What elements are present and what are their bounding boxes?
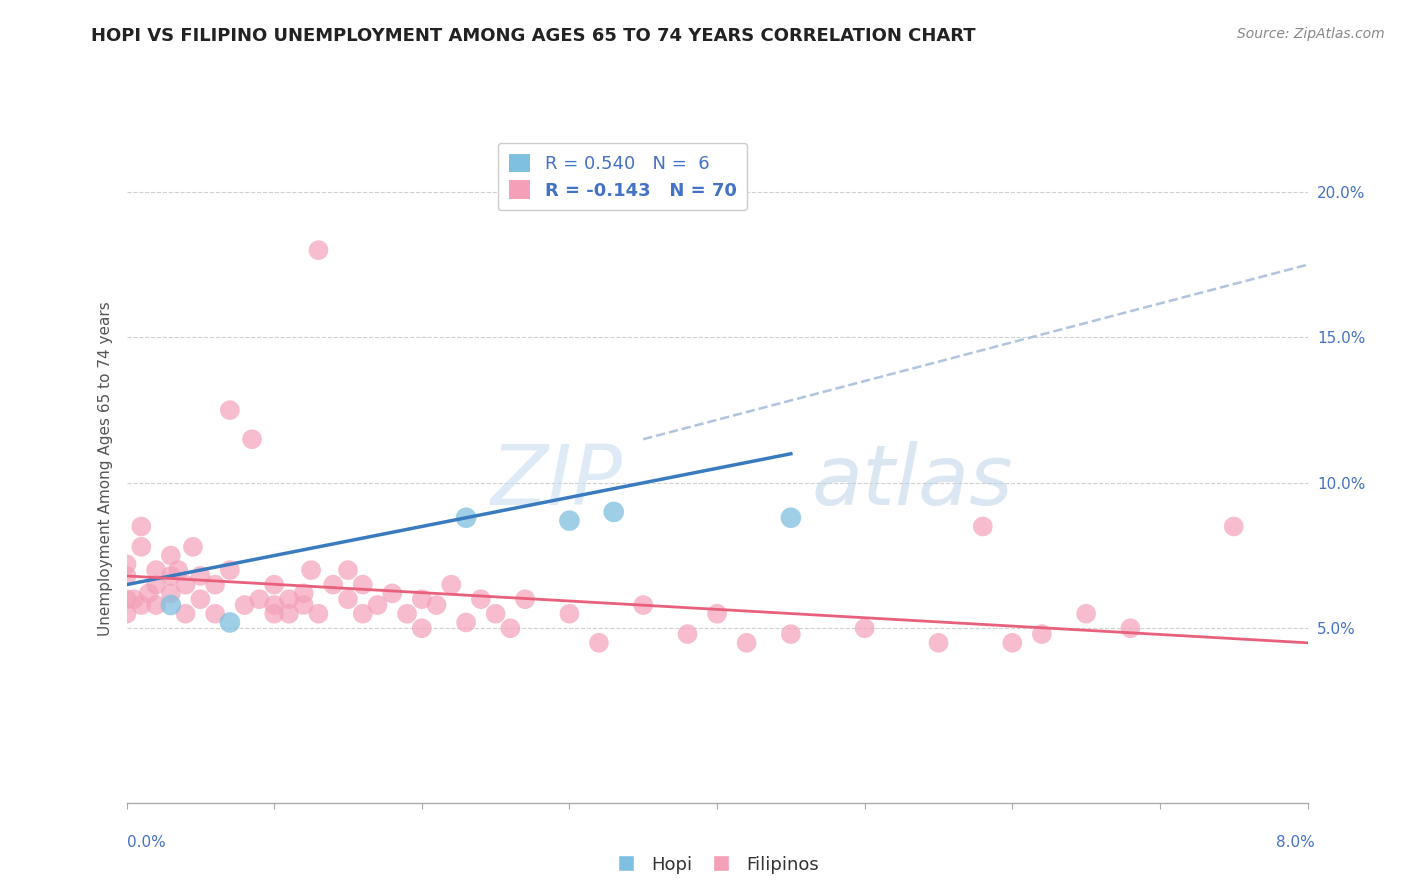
Point (188, 592, 211, 607)
Point (706, 607, 728, 621)
Point (558, 514, 581, 528)
Point (204, 577, 226, 591)
Point (181, 540, 204, 554)
Point (631, 598, 654, 612)
Point (411, 592, 433, 607)
Point (278, 607, 301, 621)
Point (115, 558, 138, 572)
Point (115, 607, 138, 621)
Point (454, 510, 477, 524)
Point (263, 598, 285, 612)
Point (129, 598, 153, 612)
Text: Source: ZipAtlas.com: Source: ZipAtlas.com (1237, 27, 1385, 41)
Point (159, 549, 183, 563)
Point (174, 577, 197, 591)
Point (240, 432, 263, 446)
Point (366, 598, 388, 612)
Point (396, 607, 419, 621)
Point (853, 621, 876, 635)
Point (299, 563, 322, 577)
Point (1076, 607, 1098, 621)
Point (381, 586, 404, 600)
Point (145, 577, 167, 591)
Point (1001, 636, 1024, 650)
Point (928, 636, 950, 650)
Point (188, 569, 211, 583)
Point (115, 592, 138, 607)
Point (159, 569, 183, 583)
Point (454, 615, 477, 630)
Point (263, 607, 285, 621)
Point (278, 592, 301, 607)
Point (218, 403, 242, 417)
Point (292, 586, 315, 600)
Point (484, 607, 508, 621)
Point (779, 627, 801, 641)
Point (129, 540, 153, 554)
Point (307, 243, 329, 257)
Text: ZIP: ZIP (491, 442, 623, 522)
Point (440, 577, 463, 591)
Point (167, 563, 190, 577)
Point (337, 592, 360, 607)
Point (602, 505, 624, 519)
Point (292, 598, 315, 612)
Text: 8.0%: 8.0% (1275, 836, 1315, 850)
Point (159, 598, 183, 612)
Point (411, 621, 433, 635)
Point (425, 598, 447, 612)
Point (115, 569, 138, 583)
Point (233, 598, 256, 612)
Point (145, 563, 167, 577)
Point (1222, 519, 1246, 533)
Point (972, 519, 994, 533)
Point (322, 577, 344, 591)
Point (159, 586, 183, 600)
Point (247, 592, 270, 607)
Point (204, 607, 226, 621)
Point (352, 577, 374, 591)
Point (122, 592, 145, 607)
Point (735, 636, 758, 650)
Point (174, 607, 197, 621)
Text: 0.0%: 0.0% (127, 836, 166, 850)
Point (558, 607, 581, 621)
Point (263, 577, 285, 591)
Point (337, 563, 360, 577)
Point (307, 607, 329, 621)
Point (779, 510, 801, 524)
Point (1119, 621, 1142, 635)
Legend: Hopi, Filipinos: Hopi, Filipinos (607, 848, 827, 880)
Point (218, 563, 242, 577)
Point (138, 586, 160, 600)
Point (499, 621, 522, 635)
Point (129, 519, 153, 533)
Point (1031, 627, 1053, 641)
Point (588, 636, 610, 650)
Y-axis label: Unemployment Among Ages 65 to 74 years: Unemployment Among Ages 65 to 74 years (97, 301, 112, 636)
Point (352, 607, 374, 621)
Point (145, 598, 167, 612)
Text: HOPI VS FILIPINO UNEMPLOYMENT AMONG AGES 65 TO 74 YEARS CORRELATION CHART: HOPI VS FILIPINO UNEMPLOYMENT AMONG AGES… (91, 27, 976, 45)
Point (218, 615, 242, 630)
Text: atlas: atlas (811, 442, 1014, 522)
Point (515, 592, 537, 607)
Point (470, 592, 492, 607)
Point (676, 627, 699, 641)
